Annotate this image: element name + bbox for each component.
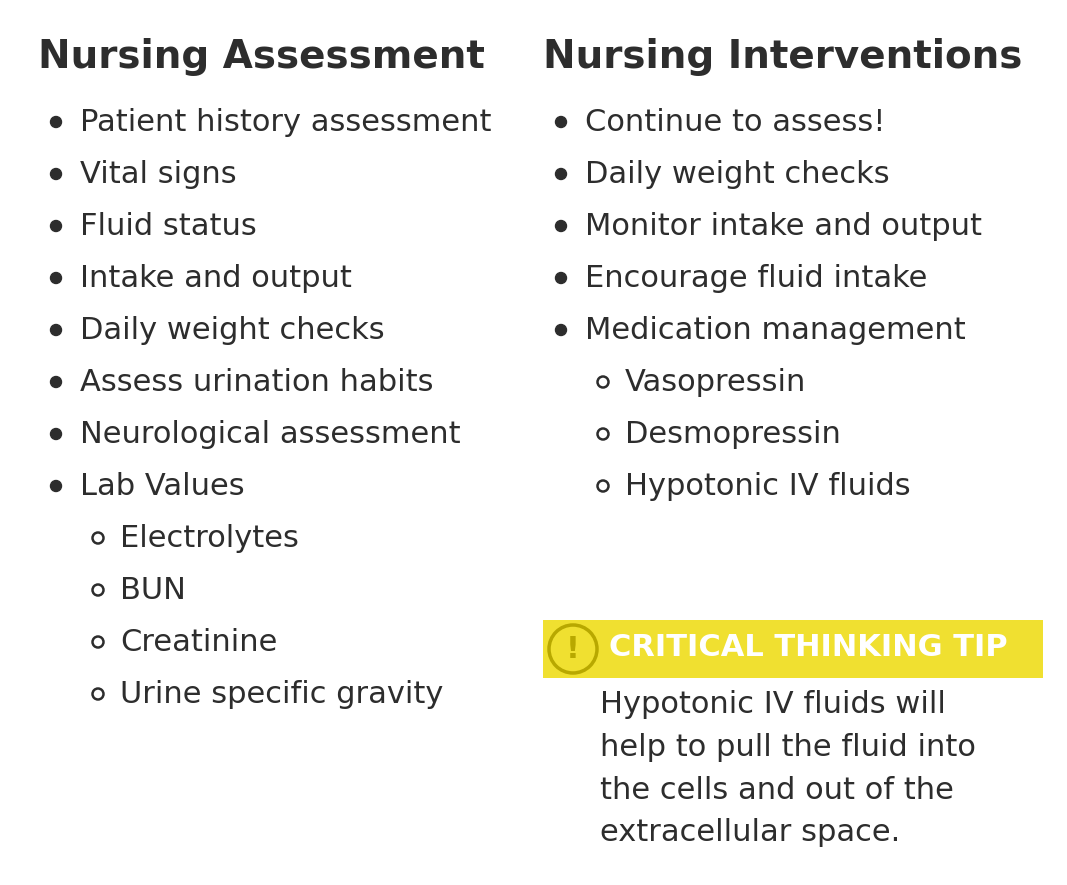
Text: Hypotonic IV fluids: Hypotonic IV fluids xyxy=(625,472,910,501)
Text: Medication management: Medication management xyxy=(585,316,966,345)
Text: Intake and output: Intake and output xyxy=(80,264,352,293)
Text: CRITICAL THINKING TIP: CRITICAL THINKING TIP xyxy=(609,633,1007,661)
FancyBboxPatch shape xyxy=(543,620,1044,678)
Text: Vital signs: Vital signs xyxy=(80,160,237,189)
Text: Assess urination habits: Assess urination habits xyxy=(80,368,433,397)
Circle shape xyxy=(556,220,567,232)
Circle shape xyxy=(50,220,62,232)
Circle shape xyxy=(50,481,62,491)
Text: Fluid status: Fluid status xyxy=(80,212,257,241)
Circle shape xyxy=(556,325,567,335)
Circle shape xyxy=(50,325,62,335)
Text: Continue to assess!: Continue to assess! xyxy=(585,108,886,137)
Circle shape xyxy=(550,625,598,673)
Circle shape xyxy=(50,428,62,440)
Text: Neurological assessment: Neurological assessment xyxy=(80,420,461,449)
Text: Daily weight checks: Daily weight checks xyxy=(585,160,890,189)
Text: !: ! xyxy=(567,635,580,664)
Text: Nursing Assessment: Nursing Assessment xyxy=(38,38,484,76)
Circle shape xyxy=(556,273,567,283)
Text: Desmopressin: Desmopressin xyxy=(625,420,841,449)
Circle shape xyxy=(50,117,62,127)
Circle shape xyxy=(50,273,62,283)
Circle shape xyxy=(556,117,567,127)
Text: Lab Values: Lab Values xyxy=(80,472,244,501)
Text: Urine specific gravity: Urine specific gravity xyxy=(120,680,444,709)
Text: Creatinine: Creatinine xyxy=(120,628,277,657)
Circle shape xyxy=(50,376,62,388)
Text: Nursing Interventions: Nursing Interventions xyxy=(543,38,1022,76)
Text: Monitor intake and output: Monitor intake and output xyxy=(585,212,982,241)
Text: Electrolytes: Electrolytes xyxy=(120,524,299,553)
Text: BUN: BUN xyxy=(120,576,186,605)
Circle shape xyxy=(556,168,567,180)
Text: Encourage fluid intake: Encourage fluid intake xyxy=(585,264,927,293)
Text: Patient history assessment: Patient history assessment xyxy=(80,108,492,137)
Text: Hypotonic IV fluids will
help to pull the fluid into
the cells and out of the
ex: Hypotonic IV fluids will help to pull th… xyxy=(600,690,976,848)
Circle shape xyxy=(50,168,62,180)
Text: Daily weight checks: Daily weight checks xyxy=(80,316,384,345)
Text: Vasopressin: Vasopressin xyxy=(625,368,807,397)
